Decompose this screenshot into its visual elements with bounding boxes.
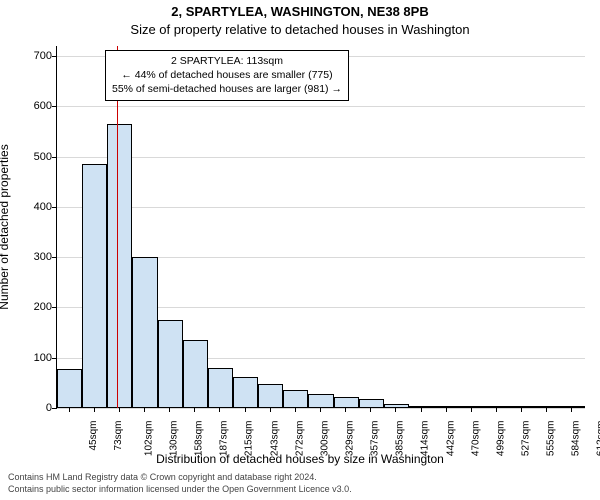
x-tick-label: 442sqm	[445, 421, 456, 457]
histogram-bar	[107, 124, 132, 408]
histogram-bar	[82, 164, 107, 408]
x-tick-mark	[446, 408, 447, 412]
histogram-bar	[183, 340, 208, 408]
x-tick-mark	[521, 408, 522, 412]
x-tick-mark	[421, 408, 422, 412]
x-tick-mark	[169, 408, 170, 412]
histogram-bar	[409, 406, 434, 408]
x-tick-mark	[471, 408, 472, 412]
annotation-line: ← 44% of detached houses are smaller (77…	[112, 68, 342, 82]
y-tick-mark	[52, 358, 56, 359]
x-tick-mark	[94, 408, 95, 412]
x-tick-label: 414sqm	[420, 421, 431, 457]
x-tick-label: 527sqm	[521, 421, 532, 457]
x-tick-label: 470sqm	[470, 421, 481, 457]
x-tick-label: 158sqm	[194, 421, 205, 457]
y-tick-label: 0	[12, 402, 52, 414]
histogram-bar	[132, 257, 157, 408]
chart-title-main: 2, SPARTYLEA, WASHINGTON, NE38 8PB	[0, 4, 600, 19]
x-tick-label: 357sqm	[370, 421, 381, 457]
y-tick-mark	[52, 56, 56, 57]
gridline	[57, 157, 585, 158]
x-tick-label: 385sqm	[395, 421, 406, 457]
annotation-line: 2 SPARTYLEA: 113sqm	[112, 54, 342, 68]
y-tick-label: 400	[12, 201, 52, 213]
x-tick-mark	[219, 408, 220, 412]
histogram-bar	[233, 377, 258, 408]
histogram-bar	[359, 399, 384, 408]
x-tick-label: 130sqm	[169, 421, 180, 457]
x-tick-label: 215sqm	[244, 421, 255, 457]
x-tick-mark	[571, 408, 572, 412]
histogram-bar	[434, 406, 459, 408]
x-tick-label: 187sqm	[219, 421, 230, 457]
y-tick-label: 500	[12, 151, 52, 163]
x-tick-mark	[69, 408, 70, 412]
x-tick-label: 499sqm	[495, 421, 506, 457]
y-tick-label: 300	[12, 251, 52, 263]
x-tick-mark	[496, 408, 497, 412]
footer-line-2: Contains public sector information licen…	[8, 484, 352, 494]
x-tick-label: 584sqm	[571, 421, 582, 457]
x-tick-mark	[144, 408, 145, 412]
gridline	[57, 106, 585, 107]
y-tick-label: 200	[12, 301, 52, 313]
gridline	[57, 207, 585, 208]
histogram-bar	[334, 397, 359, 408]
y-tick-mark	[52, 257, 56, 258]
y-tick-mark	[52, 307, 56, 308]
histogram-bar	[158, 320, 183, 408]
x-tick-mark	[395, 408, 396, 412]
x-tick-mark	[119, 408, 120, 412]
histogram-bar	[208, 368, 233, 408]
x-tick-label: 272sqm	[294, 421, 305, 457]
x-tick-label: 45sqm	[88, 421, 99, 451]
y-tick-mark	[52, 157, 56, 158]
histogram-bar	[258, 384, 283, 408]
x-tick-label: 73sqm	[113, 421, 124, 451]
x-tick-label: 555sqm	[546, 421, 557, 457]
x-tick-label: 102sqm	[143, 421, 154, 457]
histogram-bar	[57, 369, 82, 408]
x-tick-label: 300sqm	[319, 421, 330, 457]
x-tick-mark	[194, 408, 195, 412]
y-tick-mark	[52, 408, 56, 409]
y-axis-label: Number of detached properties	[0, 144, 11, 309]
y-tick-label: 100	[12, 352, 52, 364]
x-tick-mark	[370, 408, 371, 412]
y-tick-mark	[52, 207, 56, 208]
histogram-bar	[308, 394, 333, 408]
y-tick-label: 700	[12, 50, 52, 62]
gridline	[57, 408, 585, 409]
x-tick-mark	[295, 408, 296, 412]
x-tick-label: 243sqm	[269, 421, 280, 457]
histogram-bar	[283, 390, 308, 408]
chart-title-sub: Size of property relative to detached ho…	[0, 22, 600, 37]
y-tick-label: 600	[12, 100, 52, 112]
x-tick-mark	[345, 408, 346, 412]
x-tick-mark	[270, 408, 271, 412]
x-tick-mark	[546, 408, 547, 412]
footer-line-1: Contains HM Land Registry data © Crown c…	[8, 472, 317, 482]
histogram-bar	[459, 406, 484, 408]
x-tick-mark	[245, 408, 246, 412]
x-tick-mark	[320, 408, 321, 412]
y-tick-mark	[52, 106, 56, 107]
annotation-box: 2 SPARTYLEA: 113sqm← 44% of detached hou…	[105, 50, 349, 101]
x-tick-label: 329sqm	[345, 421, 356, 457]
annotation-line: 55% of semi-detached houses are larger (…	[112, 82, 342, 96]
x-tick-label: 612sqm	[596, 421, 600, 457]
